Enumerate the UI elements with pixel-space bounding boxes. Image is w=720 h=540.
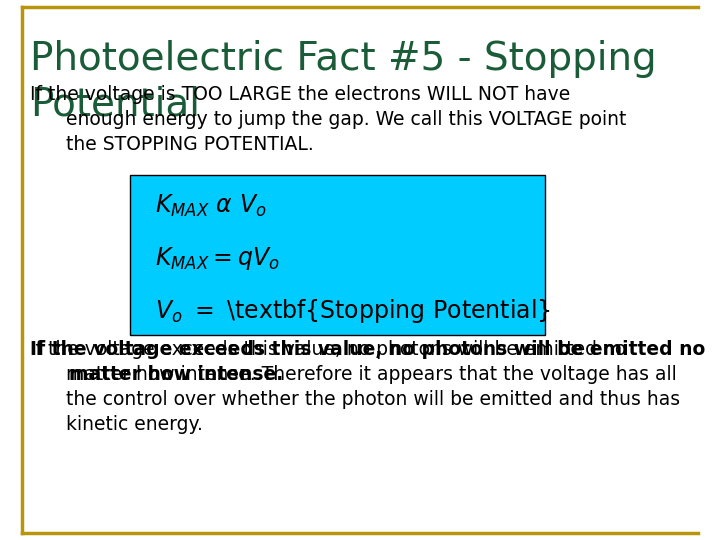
Text: If the voltage is TOO LARGE the electrons WILL NOT have
      enough energy to j: If the voltage is TOO LARGE the electron…	[30, 85, 626, 154]
Text: If the voltage exceeds this value, no photons will be emitted no
      matter ho: If the voltage exceeds this value, no ph…	[30, 340, 680, 434]
Text: Photoelectric Fact #5 - Stopping: Photoelectric Fact #5 - Stopping	[30, 40, 657, 78]
FancyBboxPatch shape	[130, 175, 545, 335]
Text: $\mathit{K}_{MAX}\ \mathit{\alpha}\ \mathit{V}_o$: $\mathit{K}_{MAX}\ \mathit{\alpha}\ \mat…	[155, 193, 266, 219]
Text: If the voltage exceeds this value, no photons will be emitted no
      matter ho: If the voltage exceeds this value, no ph…	[30, 340, 706, 384]
Text: Potential: Potential	[30, 85, 200, 123]
Text: $\mathit{V}_o\ =\ $\textbf{Stopping Potential}: $\mathit{V}_o\ =\ $\textbf{Stopping Pote…	[155, 297, 551, 325]
Text: $\mathit{K}_{MAX} = \mathit{q}\mathit{V}_o$: $\mathit{K}_{MAX} = \mathit{q}\mathit{V}…	[155, 245, 279, 272]
